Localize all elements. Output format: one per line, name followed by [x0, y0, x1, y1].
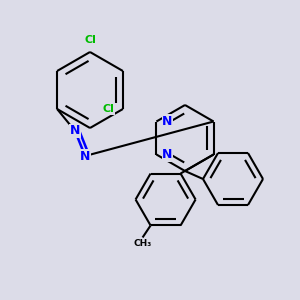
- Text: N: N: [70, 124, 80, 137]
- Text: N: N: [162, 148, 172, 161]
- Text: N: N: [80, 149, 90, 163]
- Text: N: N: [162, 115, 172, 128]
- Text: Cl: Cl: [103, 104, 115, 114]
- Text: CH₃: CH₃: [134, 239, 152, 248]
- Text: Cl: Cl: [84, 35, 96, 45]
